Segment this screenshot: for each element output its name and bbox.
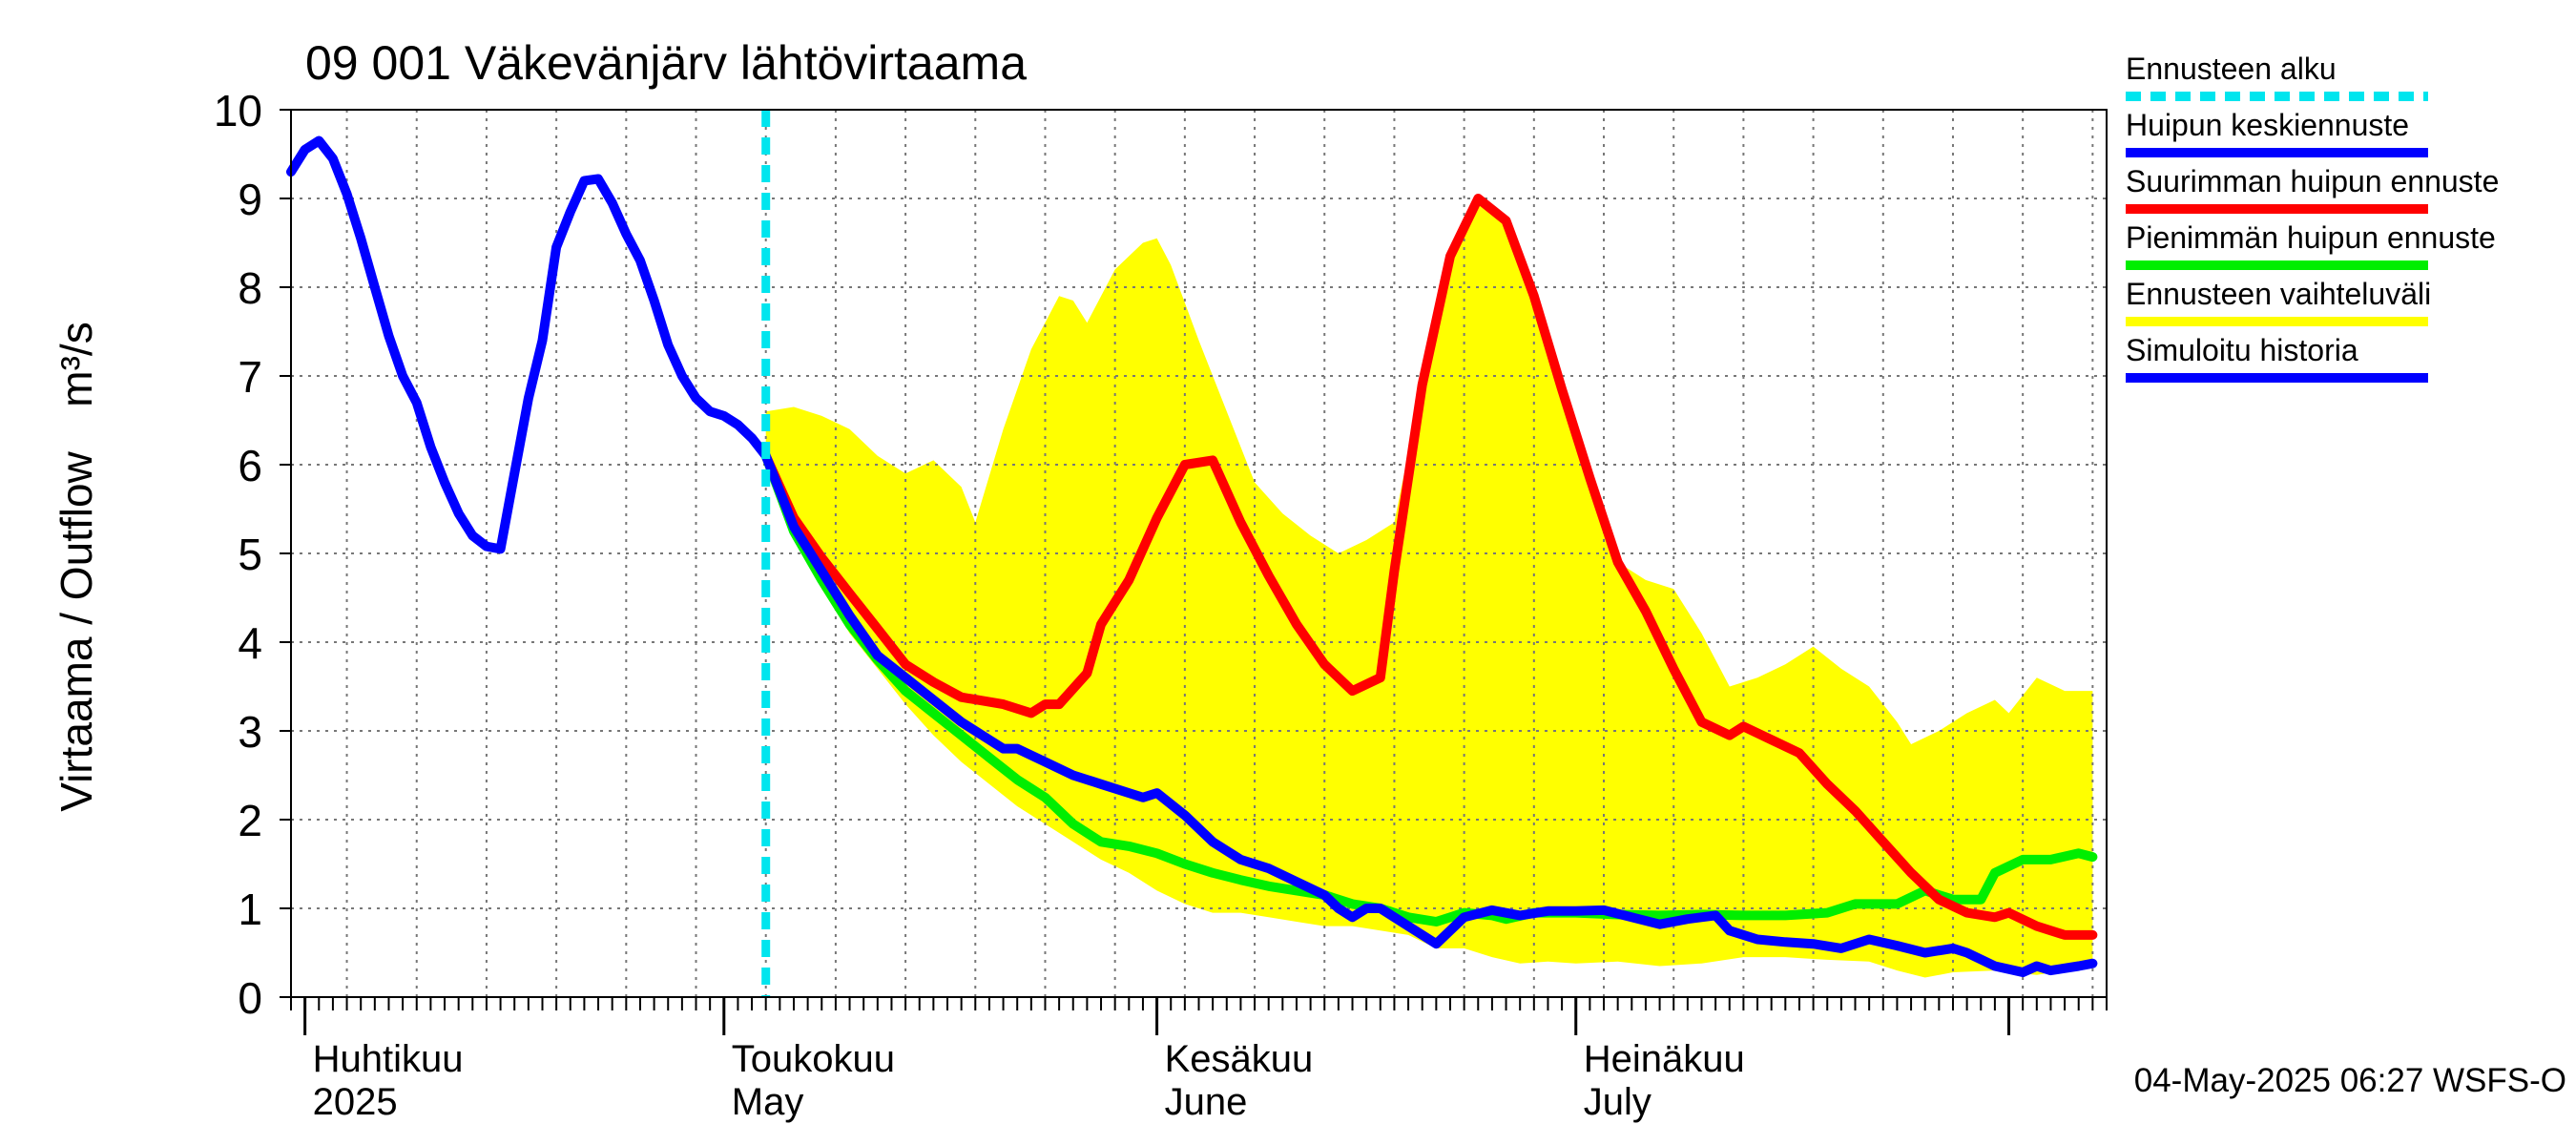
series-line-max_peak [760, 194, 2098, 940]
series-line-mean_peak [760, 450, 2098, 977]
y-tick-label: 4 [238, 618, 262, 668]
y-tick-label: 7 [238, 352, 262, 402]
legend-label: Suurimman huipun ennuste [2126, 164, 2499, 198]
y-tick-label: 9 [238, 175, 262, 224]
month-label-en: July [1584, 1081, 1652, 1123]
y-axis-unit: m³/s [52, 322, 101, 406]
y-axis-label: Virtaama / Outflow [52, 450, 101, 811]
y-tick-label: 0 [238, 973, 262, 1023]
y-tick-label: 1 [238, 885, 262, 934]
month-label-fi: Heinäkuu [1584, 1038, 1745, 1080]
chart-title: 09 001 Väkevänjärv lähtövirtaama [305, 36, 1027, 90]
y-tick-labels: 0 1 2 3 4 5 6 7 8 9 10 [214, 86, 262, 1023]
month-label-en: June [1165, 1081, 1248, 1123]
footer-timestamp: 04-May-2025 06:27 WSFS-O [2134, 1062, 2566, 1099]
y-tick-label: 10 [214, 86, 262, 135]
legend-label: Ennusteen alku [2126, 52, 2337, 86]
legend: Ennusteen alku Huipun keskiennuste Suurimm… [2126, 52, 2499, 383]
y-tick-label: 8 [238, 263, 262, 313]
y-tick-label: 6 [238, 441, 262, 490]
legend-label: Ennusteen vaihteluväli [2126, 277, 2431, 311]
month-label-fi: Huhtikuu [313, 1038, 464, 1080]
month-label-fi: Toukokuu [732, 1038, 895, 1080]
series-line-history [286, 135, 771, 554]
month-label-en: May [732, 1081, 804, 1123]
series-lines [286, 135, 2098, 977]
legend-label: Huipun keskiennuste [2126, 108, 2409, 142]
axes [280, 109, 2108, 1035]
y-tick-label: 2 [238, 796, 262, 845]
y-tick-label: 5 [238, 530, 262, 579]
legend-label: Simuloitu historia [2126, 333, 2358, 367]
month-label-en: 2025 [313, 1081, 398, 1123]
month-label-fi: Kesäkuu [1165, 1038, 1314, 1080]
legend-label: Pienimmän huipun ennuste [2126, 220, 2496, 255]
y-tick-label: 3 [238, 707, 262, 757]
